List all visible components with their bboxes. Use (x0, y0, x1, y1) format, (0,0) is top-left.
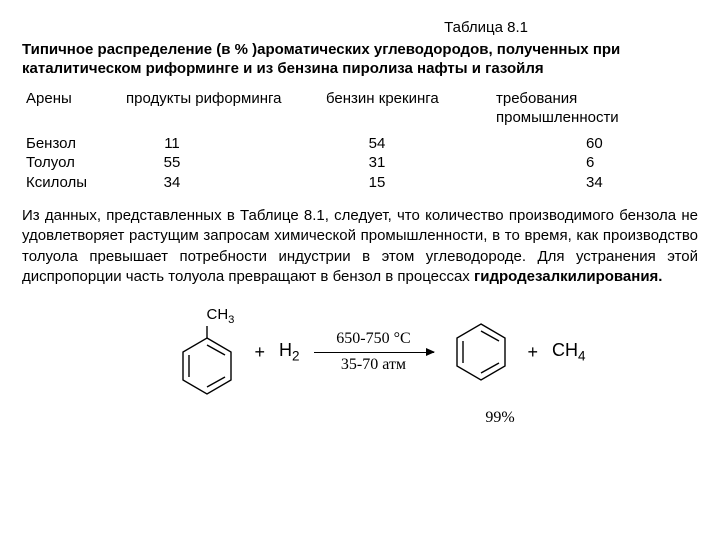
benzene-ring-icon (448, 318, 514, 386)
conditions-top: 650-750 °C (336, 329, 410, 350)
cell-name-0: Бензол (22, 134, 122, 154)
benzene-structure (448, 318, 514, 386)
ch3-sub: 3 (228, 314, 234, 326)
cell-reforming-2: 34 (126, 173, 318, 193)
distribution-table: Арены продукты риформинга бензин крекинг… (22, 89, 698, 193)
arrow-line-icon (314, 352, 434, 353)
yield-label: 99% (22, 408, 698, 429)
ch4-formula: CH4 (552, 339, 586, 365)
table-row: Бензол 11 54 60 (22, 134, 698, 154)
cell-name-1: Толуол (22, 153, 122, 173)
cell-cracking-1: 31 (326, 153, 488, 173)
table-row: Ксилолы 34 15 34 (22, 173, 698, 193)
cell-reforming-0: 11 (126, 134, 318, 154)
plus-1: + (254, 341, 265, 364)
cell-demand-1: 6 (496, 153, 694, 173)
col-header-arenes: Арены (22, 89, 122, 134)
toluene-ring-icon (174, 326, 240, 400)
h2-text: H (279, 340, 292, 360)
toluene-structure: CH3 (174, 305, 240, 400)
reaction-arrow: 650-750 °C 35-70 атм (314, 329, 434, 376)
h2-sub: 2 (292, 349, 300, 364)
table-header-row: Арены продукты риформинга бензин крекинг… (22, 89, 698, 134)
paragraph-bold-term: гидродезалкилирования. (474, 268, 662, 285)
plus-2: + (528, 341, 539, 364)
demand-line2: промышленности (496, 109, 619, 126)
col-header-demand: требования промышленности (492, 89, 698, 134)
explanation-paragraph: Из данных, представленных в Таблице 8.1,… (22, 206, 698, 287)
cell-demand-0: 60 (496, 134, 694, 154)
ch4-text: CH (552, 340, 578, 360)
demand-line1: требования (496, 90, 577, 107)
ch3-text: CH (207, 306, 229, 323)
col-header-reforming: продукты риформинга (122, 89, 322, 134)
cell-name-2: Ксилолы (22, 173, 122, 193)
table-title: Таблица 8.1 (22, 18, 698, 38)
cell-cracking-0: 54 (326, 134, 488, 154)
cell-reforming-1: 55 (126, 153, 318, 173)
table-row: Толуол 55 31 6 (22, 153, 698, 173)
conditions-bottom: 35-70 атм (341, 355, 406, 376)
reaction-scheme: CH3 + H2 650-750 °C 35-70 атм + CH4 (22, 305, 698, 400)
ch4-sub: 4 (578, 349, 586, 364)
cell-cracking-2: 15 (326, 173, 488, 193)
cell-demand-2: 34 (496, 173, 694, 193)
col-header-cracking: бензин крекинга (322, 89, 492, 134)
table-caption: Типичное распределение (в % )ароматическ… (22, 40, 698, 79)
h2-formula: H2 (279, 339, 300, 365)
